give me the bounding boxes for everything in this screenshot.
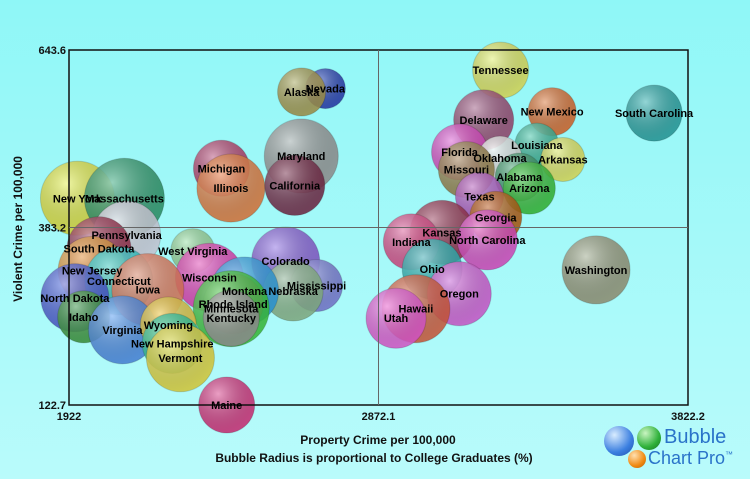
bubble-label: Rhode Island [199,299,268,311]
bubble-label: Alabama [496,172,543,184]
bubble-label: Utah [384,313,409,325]
bubble-label: Wyoming [144,320,193,332]
bubble-label: Louisiana [511,140,563,152]
y-tick-label: 383.2 [38,222,66,234]
x-tick-label: 2872.1 [362,411,396,423]
bubble-shine [540,137,585,182]
bubble-label: Tennessee [473,65,529,77]
bubble-label: Maine [211,400,242,412]
bubble-label: Kansas [422,227,461,239]
bubble-label: Colorado [261,256,310,268]
bubble-label: South Carolina [615,108,694,120]
bubble-label: Florida [441,147,479,159]
bubble-label: Oklahoma [473,153,527,165]
logo-bubble-green [637,426,661,450]
bubble-label: Indiana [392,237,431,249]
bubble-label: North Carolina [449,235,526,247]
bubble-shine [457,209,518,270]
bubble-label: Texas [464,191,494,203]
bubble-label: Virginia [102,325,143,337]
bubble-label: Arizona [509,183,550,195]
bubble-label: California [269,180,321,192]
bubble-label: Montana [222,286,268,298]
logo-bubble-orange [628,450,646,468]
y-tick-label: 643.6 [38,45,66,57]
bubble-shine [562,235,631,304]
bubble-shine [146,323,215,392]
y-axis-title: Violent Crime per 100,000 [11,156,25,302]
x-tick-label: 3822.2 [671,411,705,423]
bubble-label: Iowa [136,285,161,297]
bubble-label: Nebraska [268,286,318,298]
bubble-shine [88,295,157,364]
bubble-shine [503,162,556,215]
bubble-label: New Mexico [521,107,584,119]
bubble-label: Wisconsin [182,272,237,284]
axis-ticks: 1922 2872.1 3822.2 122.7 383.2 643.6 [38,45,704,423]
bubble-label: Georgia [475,212,517,224]
bubble-label: Ohio [420,264,445,276]
bubble-label: West Virginia [158,246,228,258]
bubble-shine [626,85,683,142]
bubble-label: Minnesota [204,304,259,316]
bubble-label: North Dakota [40,293,110,305]
bubble-label: Alaska [284,87,320,99]
bubble-label: South Dakota [64,244,136,256]
bubble-label: Massachusetts [85,193,164,205]
bubble-chart-pro-logo: Bubble Chart Pro™ [604,422,744,472]
bubble-shine [263,260,324,321]
bubble-label: Oregon [440,289,479,301]
bubble-label: Delaware [460,115,508,127]
bubble-label: New Hampshire [131,338,214,350]
chart-subtitle: Bubble Radius is proportional to College… [215,451,532,465]
bubble-label: Pennsylvania [91,230,162,242]
bubble-label: Missouri [444,165,489,177]
bubble-label: Idaho [69,312,99,324]
bubble-shine [366,288,427,349]
x-axis-title: Property Crime per 100,000 [300,433,456,447]
bubble-shine [203,290,260,347]
bubble-label: Connecticut [87,276,151,288]
bubble-label: New Jersey [62,266,123,278]
bubble-shine [472,42,529,99]
bubble-label: Washington [565,265,628,277]
y-tick-label: 122.7 [38,400,66,412]
x-tick-label: 1922 [57,411,81,423]
bubble-label: Michigan [198,163,246,175]
bubble-shine [277,67,326,116]
bubble-label: Arkansas [538,154,588,166]
logo-bubble-blue [604,426,634,456]
logo-text-bubble: Bubble [664,426,727,448]
bubble-shine [196,154,265,223]
bubble-label: Maryland [277,151,325,163]
bubbles-layer [39,41,683,434]
bubble-label: Nevada [306,84,346,96]
bubble-label: Mississippi [287,281,346,293]
plot-frame [68,49,689,406]
bubble-label: Illinois [213,183,248,195]
bubble-label: Kentucky [206,313,256,325]
bubble-label: New York [53,193,103,205]
bubble-label: Vermont [158,353,202,365]
bubble-label: Hawaii [398,304,433,316]
bubble-shine [264,155,325,216]
logo-text-chart-pro: Chart Pro™ [648,448,734,468]
